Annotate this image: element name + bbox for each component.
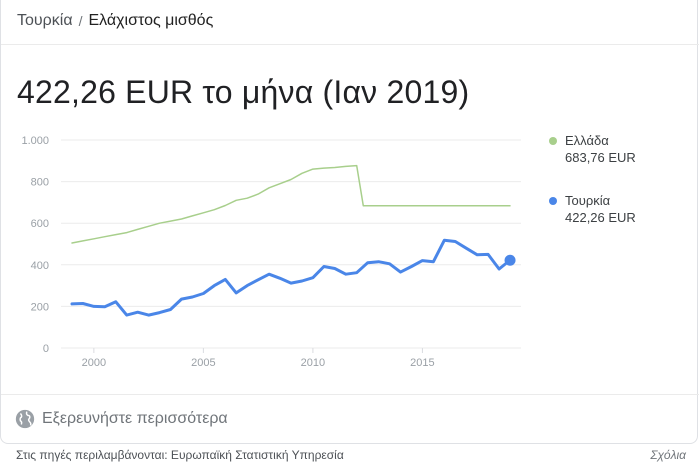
minimum-wage-chart[interactable]: 0 200 400 600 800 1.000 2000 2005 2010 2015	[1, 124, 541, 384]
legend-dot-turkey	[549, 197, 557, 205]
y-tick-label: 400	[31, 260, 49, 272]
breadcrumb-country-link[interactable]: Τουρκία	[17, 12, 73, 29]
breadcrumb-topic: Ελάχιστος μισθός	[88, 12, 214, 29]
chart-legend: Ελλάδα 683,76 EUR Τουρκία 422,26 EUR	[549, 132, 694, 252]
series-line-turkey	[70, 238, 512, 317]
series-line-greece	[71, 164, 511, 244]
sources-note: Στις πηγές περιλαμβάνονται: Ευρωπαϊκή Στ…	[16, 448, 344, 462]
y-tick-label: 800	[31, 177, 49, 189]
legend-item-turkey[interactable]: Τουρκία 422,26 EUR	[549, 192, 694, 226]
footer: Στις πηγές περιλαμβάνονται: Ευρωπαϊκή Στ…	[0, 446, 700, 467]
series-endpoint-turkey	[504, 254, 516, 266]
x-tick-label: 2005	[191, 357, 215, 369]
y-tick-label: 600	[31, 218, 49, 230]
legend-item-greece[interactable]: Ελλάδα 683,76 EUR	[549, 132, 694, 166]
legend-series-value: 683,76 EUR	[565, 150, 636, 165]
legend-series-name: Ελλάδα	[565, 133, 609, 148]
legend-dot-greece	[549, 137, 557, 145]
legend-series-name: Τουρκία	[565, 193, 611, 208]
y-tick-label: 0	[43, 343, 49, 355]
x-tick-label: 2000	[82, 357, 106, 369]
headline-value: 422,26 EUR το μήνα (Ιαν 2019)	[17, 74, 470, 110]
x-tick-label: 2015	[410, 357, 434, 369]
x-tick-label: 2010	[301, 357, 325, 369]
minimum-wage-card: Τουρκία / Ελάχιστος μισθός 422,26 EUR το…	[0, 0, 699, 444]
explore-more-label: Εξερευνήστε περισσότερα	[42, 409, 228, 427]
y-tick-label: 200	[31, 301, 49, 313]
explore-more-row[interactable]: Εξερευνήστε περισσότερα	[1, 394, 699, 442]
feedback-link[interactable]: Σχόλια	[650, 448, 686, 462]
breadcrumb: Τουρκία / Ελάχιστος μισθός	[17, 12, 213, 30]
globe-icon	[15, 409, 35, 428]
header-divider	[1, 44, 699, 45]
legend-series-value: 422,26 EUR	[565, 210, 636, 225]
breadcrumb-separator: /	[78, 13, 83, 29]
y-tick-label: 1.000	[21, 135, 49, 147]
